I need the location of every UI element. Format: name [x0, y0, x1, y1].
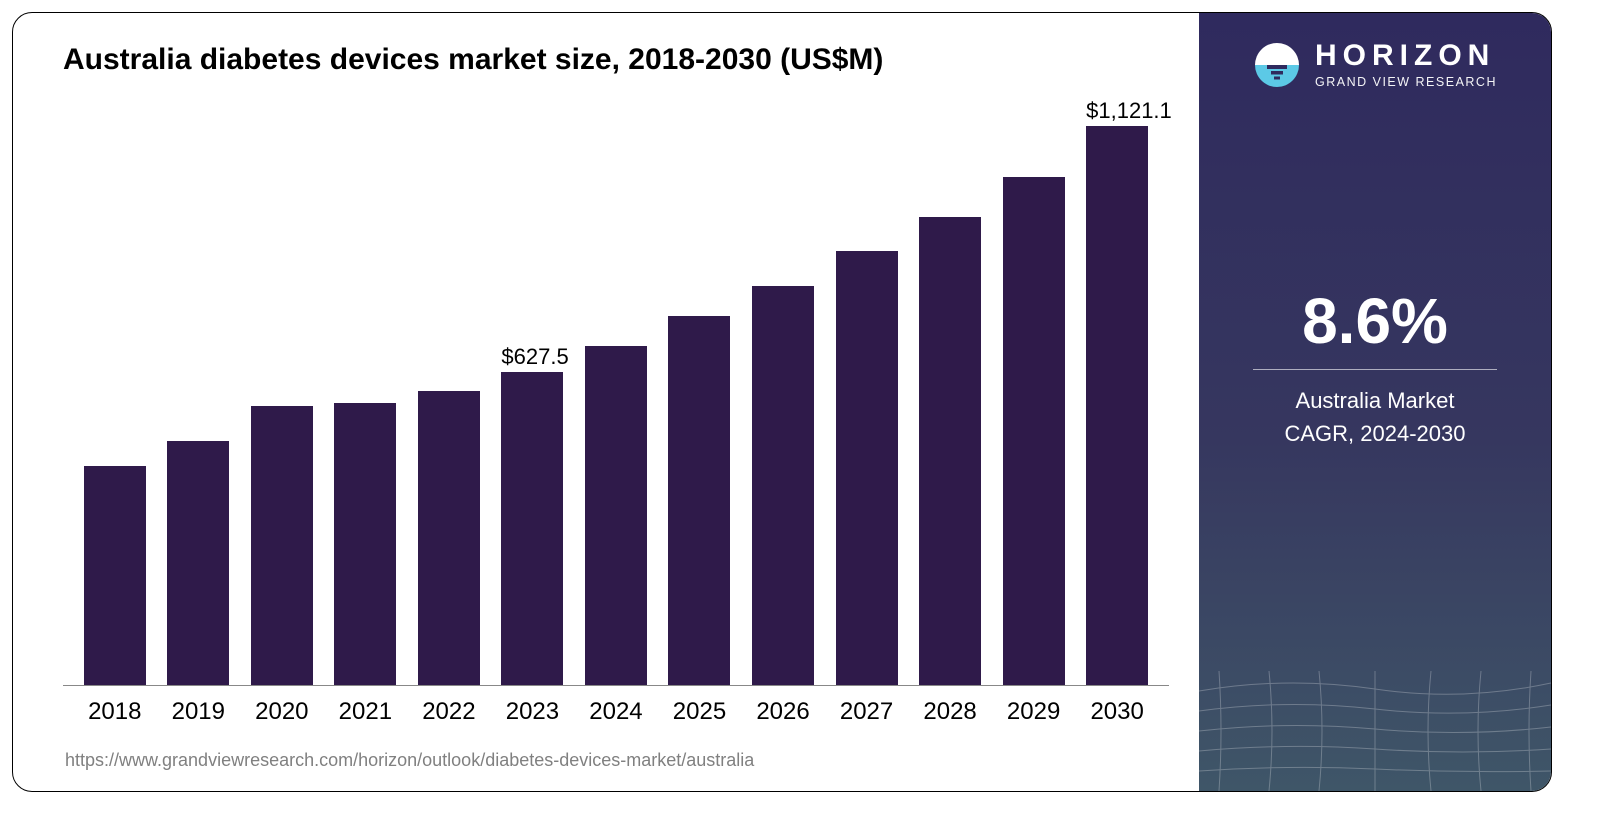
bar-group: [658, 87, 742, 685]
bar-group: [73, 87, 157, 685]
bar: [668, 316, 730, 685]
bar-group: [407, 87, 491, 685]
bar-wrap: [334, 403, 396, 685]
bar-value-label: $627.5: [501, 344, 568, 370]
bar: [1086, 126, 1148, 685]
bar-group: [741, 87, 825, 685]
bar-group: $627.5: [491, 87, 575, 685]
chart-title: Australia diabetes devices market size, …: [63, 43, 1169, 77]
cagr-label-line1: Australia Market: [1296, 388, 1455, 413]
bar-group: [992, 87, 1076, 685]
x-axis-tick: 2028: [908, 698, 992, 726]
cagr-value: 8.6%: [1223, 289, 1527, 353]
bar: [501, 372, 563, 685]
bar-wrap: $1,121.1: [1086, 126, 1148, 685]
bar-value-label: $1,121.1: [1086, 98, 1172, 124]
bar: [836, 251, 898, 685]
bar-wrap: [668, 316, 730, 685]
brand-block: HORIZON GRAND VIEW RESEARCH: [1223, 41, 1527, 89]
mesh-decoration-icon: [1199, 671, 1551, 791]
x-axis-tick: 2027: [825, 698, 909, 726]
x-axis-tick: 2029: [992, 698, 1076, 726]
bar: [752, 286, 814, 685]
bar-group: [908, 87, 992, 685]
bar-group: $1,121.1: [1075, 87, 1159, 685]
x-axis-tick: 2019: [157, 698, 241, 726]
bar: [585, 346, 647, 685]
bar-wrap: [418, 391, 480, 685]
bar-wrap: [585, 346, 647, 685]
chart-panel: Australia diabetes devices market size, …: [13, 13, 1199, 791]
bar-wrap: [1003, 177, 1065, 685]
x-axis-tick: 2022: [407, 698, 491, 726]
report-card: Australia diabetes devices market size, …: [12, 12, 1552, 792]
metric-block: 8.6% Australia Market CAGR, 2024-2030: [1223, 289, 1527, 450]
bar-wrap: [84, 466, 146, 685]
x-axis: 2018201920202021202220232024202520262027…: [63, 686, 1169, 726]
brand-logo-icon: [1253, 41, 1301, 89]
x-axis-tick: 2018: [73, 698, 157, 726]
bar: [167, 441, 229, 685]
bar-group: [574, 87, 658, 685]
side-panel: HORIZON GRAND VIEW RESEARCH 8.6% Austral…: [1199, 13, 1551, 791]
bar-wrap: $627.5: [501, 372, 563, 685]
bar: [1003, 177, 1065, 685]
cagr-label: Australia Market CAGR, 2024-2030: [1223, 384, 1527, 450]
cagr-label-line2: CAGR, 2024-2030: [1285, 421, 1466, 446]
x-axis-tick: 2024: [574, 698, 658, 726]
bar-group: [240, 87, 324, 685]
brand-text: HORIZON GRAND VIEW RESEARCH: [1315, 41, 1497, 89]
x-axis-tick: 2021: [324, 698, 408, 726]
bar-wrap: [752, 286, 814, 685]
bar: [251, 406, 313, 685]
bar: [919, 217, 981, 685]
x-axis-tick: 2020: [240, 698, 324, 726]
chart-area: $627.5 $1,121.1: [63, 87, 1169, 686]
bar-wrap: [919, 217, 981, 685]
bar-wrap: [251, 406, 313, 685]
bar-wrap: [167, 441, 229, 685]
source-url: https://www.grandviewresearch.com/horizo…: [63, 750, 1169, 771]
bar: [418, 391, 480, 685]
x-axis-tick: 2023: [491, 698, 575, 726]
x-axis-tick: 2030: [1075, 698, 1159, 726]
brand-subtitle: GRAND VIEW RESEARCH: [1315, 75, 1497, 89]
metric-divider: [1253, 369, 1497, 370]
brand-name: HORIZON: [1315, 41, 1497, 71]
x-axis-tick: 2026: [741, 698, 825, 726]
bar-group: [825, 87, 909, 685]
bar-group: [157, 87, 241, 685]
bar-group: [324, 87, 408, 685]
bar: [84, 466, 146, 685]
bar-wrap: [836, 251, 898, 685]
x-axis-tick: 2025: [658, 698, 742, 726]
bar: [334, 403, 396, 685]
bar-series: $627.5 $1,121.1: [73, 87, 1159, 685]
